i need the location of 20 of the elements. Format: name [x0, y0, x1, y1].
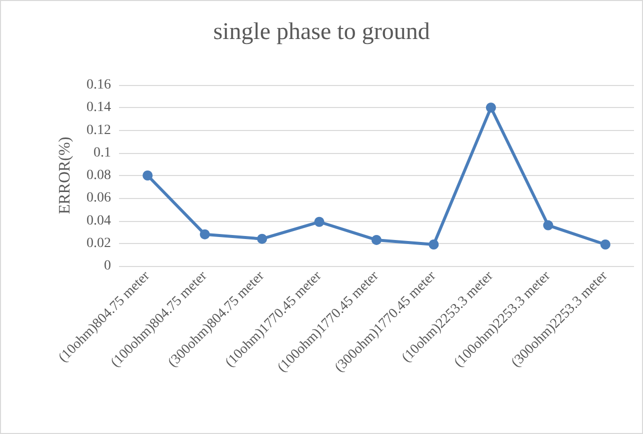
y-tick-label: 0.02 — [86, 236, 111, 251]
y-tick-label: 0.12 — [86, 122, 111, 138]
y-tick-label: 0.14 — [86, 100, 111, 116]
point — [257, 234, 268, 244]
y-tick-label: 0.06 — [86, 190, 111, 206]
point — [600, 240, 610, 250]
point — [543, 220, 554, 230]
y-tick-label: 0.1 — [94, 145, 111, 160]
y-tick-label: 0.16 — [86, 78, 111, 92]
y-tick-label: 0.08 — [86, 168, 111, 183]
point — [314, 216, 324, 227]
y-tick-label: 0 — [104, 258, 111, 274]
point — [486, 102, 496, 113]
point — [142, 170, 153, 180]
chart-title: single phase to ground — [213, 19, 430, 45]
point — [372, 234, 382, 245]
y-tick-label: 0.04 — [86, 213, 111, 228]
point — [428, 240, 439, 250]
y-axis-title: ERROR(%) — [56, 136, 74, 214]
point — [200, 229, 210, 240]
